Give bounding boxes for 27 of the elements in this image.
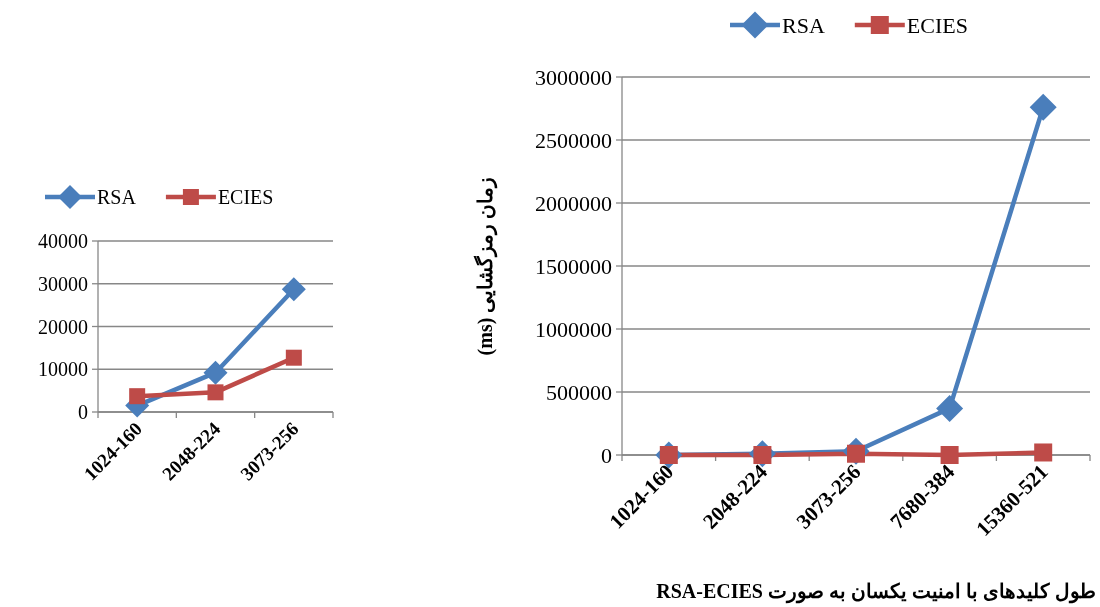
- legend-label: ECIES: [906, 12, 968, 38]
- y-tick-label: 30000: [38, 272, 88, 295]
- point: [940, 446, 959, 464]
- point: [207, 384, 224, 401]
- point: [281, 277, 306, 302]
- y-tick-label: 1000000: [535, 316, 612, 342]
- point: [936, 394, 964, 422]
- point: [129, 388, 146, 405]
- y-axis-title: زمان رمزگشایی (ms): [473, 176, 498, 356]
- legend-label: RSA: [782, 12, 825, 38]
- y-tick-label: 500000: [546, 379, 612, 405]
- y-tick-label: 0: [601, 442, 612, 468]
- y-tick-label: 2000000: [535, 190, 612, 216]
- y-tick-label: 20000: [38, 315, 88, 338]
- y-tick-label: 2500000: [535, 127, 612, 153]
- point: [285, 349, 302, 366]
- y-tick-label: 10000: [38, 358, 88, 381]
- point: [1034, 443, 1053, 462]
- x-axis-title: طول کلیدهای با امنیت یکسان به صورت RSA-ECIES: [656, 580, 1096, 604]
- y-tick-label: 3000000: [535, 64, 612, 90]
- y-tick-label: 0: [78, 401, 88, 423]
- point: [1029, 93, 1057, 121]
- y-tick-label: 40000: [38, 230, 88, 252]
- point: [203, 360, 228, 385]
- y-tick-label: 1500000: [535, 253, 612, 279]
- legend-label: RSA: [97, 186, 137, 208]
- legend-label: ECIES: [217, 186, 274, 208]
